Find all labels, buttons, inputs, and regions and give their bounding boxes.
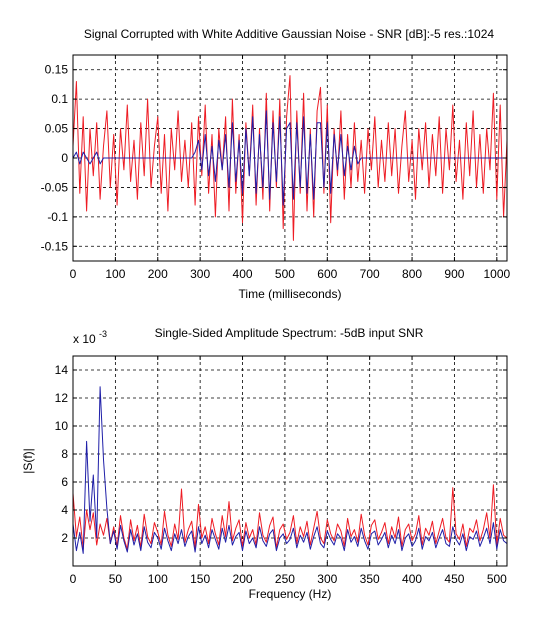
time-plot-x-axis-label: Time (milliseconds) (239, 287, 342, 301)
spectrum-noisy-series-line (72, 484, 508, 550)
spectrum-clean-series-line (72, 386, 508, 554)
spectrum-x-tick-label: 500 (487, 572, 507, 586)
time-y-tick-label: 0.05 (45, 122, 69, 136)
spectrum-plot-series (72, 386, 508, 554)
time-x-tick-label: 400 (233, 267, 253, 281)
time-y-tick-label: 0.1 (51, 92, 68, 106)
spectrum-x-tick-label: 400 (402, 572, 422, 586)
spectrum-x-tick-label: 100 (148, 572, 168, 586)
spectrum-plot-x-axis-label: Frequency (Hz) (249, 587, 332, 601)
time-noisy-series-line (72, 75, 508, 241)
time-y-tick-label: -0.1 (47, 210, 68, 224)
spectrum-y-tick-label: 4 (61, 503, 68, 517)
spectrum-x-tick-label: 50 (109, 572, 123, 586)
spectrum-y-tick-label: 2 (61, 531, 68, 545)
spectrum-plot-y-axis-label: |S(f)| (21, 448, 35, 474)
spectrum-y-tick-label: 6 (61, 475, 68, 489)
spectrum-x-tick-label: 200 (233, 572, 253, 586)
spectrum-x-tick-label: 250 (275, 572, 295, 586)
time-y-tick-label: -0.05 (41, 180, 69, 194)
spectrum-y-exponent-base: x 10 (73, 332, 96, 346)
time-x-tick-label: 300 (190, 267, 210, 281)
spectrum-x-tick-label: 350 (360, 572, 380, 586)
spectrum-y-tick-label: 10 (55, 419, 69, 433)
time-x-tick-label: 100 (105, 267, 125, 281)
time-plot-series (72, 75, 508, 241)
spectrum-x-tick-label: 150 (190, 572, 210, 586)
spectrum-x-tick-label: 0 (70, 572, 77, 586)
time-x-tick-label: 800 (402, 267, 422, 281)
spectrum-y-tick-label: 8 (61, 447, 68, 461)
spectrum-plot-grid (73, 356, 507, 566)
time-plot-y-ticks: -0.15 -0.1 -0.05 0 0.05 0.1 0.15 (41, 63, 507, 253)
time-y-tick-label: -0.15 (41, 239, 69, 253)
spectrum-plot-x-ticks: 0 50 100 150 200 250 300 350 400 450 500 (70, 356, 507, 586)
time-clean-series-line (72, 110, 507, 206)
time-plot-title: Signal Corrupted with White Additive Gau… (84, 27, 495, 41)
spectrum-x-tick-label: 450 (444, 572, 464, 586)
time-x-tick-label: 200 (148, 267, 168, 281)
spectrum-plot-title: Single-Sided Amplitude Spectrum: -5dB in… (155, 326, 424, 340)
spectrum-y-tick-label: 14 (55, 363, 69, 377)
time-domain-axes: Signal Corrupted with White Additive Gau… (41, 27, 511, 301)
time-y-tick-label: 0 (61, 151, 68, 165)
spectrum-y-exponent-label: x 10 -3 (73, 329, 107, 346)
time-x-tick-label: 500 (275, 267, 295, 281)
spectrum-x-tick-label: 300 (317, 572, 337, 586)
spectrum-plot-frame (72, 355, 508, 567)
spectrum-axes: Single-Sided Amplitude Spectrum: -5dB in… (21, 326, 508, 601)
time-x-tick-label: 1000 (483, 267, 510, 281)
time-x-tick-label: 0 (70, 267, 77, 281)
time-x-tick-label: 600 (317, 267, 337, 281)
time-x-tick-label: 700 (360, 267, 380, 281)
spectrum-y-tick-label: 12 (55, 391, 69, 405)
time-y-tick-label: 0.15 (45, 63, 69, 77)
spectrum-y-exponent-power: -3 (99, 329, 107, 339)
time-x-tick-label: 900 (444, 267, 464, 281)
spectrum-plot-y-ticks: 2 4 6 8 10 12 14 (55, 363, 507, 545)
time-plot-x-ticks: 0 100 200 300 400 500 600 700 800 900 1000 (70, 55, 510, 281)
